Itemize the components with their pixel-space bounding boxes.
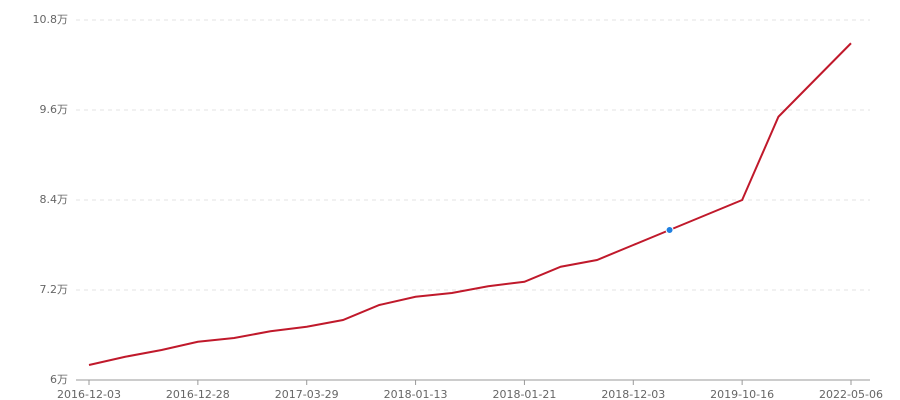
- y-tick-label: 8.4万: [40, 193, 69, 206]
- x-tick-label: 2018-01-13: [384, 388, 448, 400]
- line: [88, 42, 852, 366]
- y-tick-label: 7.2万: [40, 283, 69, 296]
- y-tick-label: 9.6万: [40, 103, 69, 116]
- y-tick-label: 10.8万: [33, 13, 69, 26]
- x-tick-label: 2019-10-16: [710, 388, 774, 400]
- x-tick-label: 2018-12-03: [601, 388, 665, 400]
- y-tick-label: 6万: [50, 373, 68, 386]
- x-tick-label: 2017-03-29: [275, 388, 339, 400]
- x-tick-label: 2016-12-03: [57, 388, 121, 400]
- highlight-point: [665, 226, 674, 234]
- x-tick-label: 2016-12-28: [166, 388, 230, 400]
- x-tick-label: 2018-01-21: [492, 388, 556, 400]
- x-tick-label: 2022-05-06: [819, 388, 883, 400]
